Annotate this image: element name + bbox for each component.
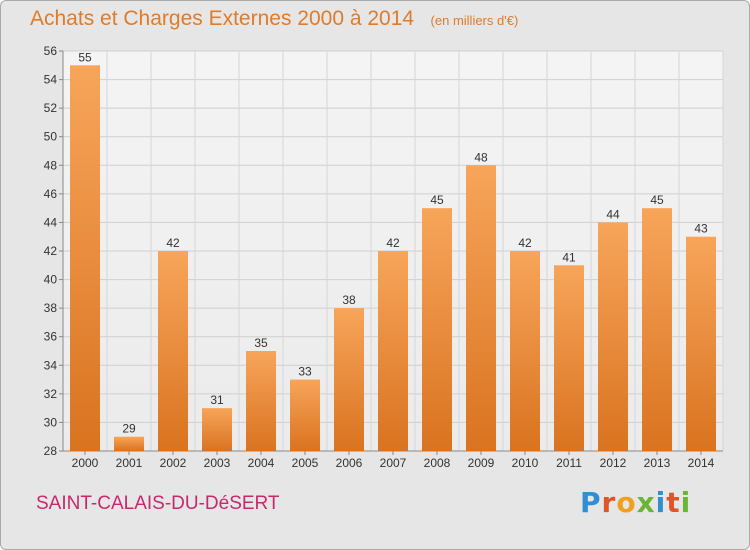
x-tick-label: 2005: [292, 456, 319, 470]
y-tick-label: 56: [44, 44, 58, 58]
data-label: 35: [254, 336, 268, 350]
chart-title: Achats et Charges Externes 2000 à 2014: [30, 7, 415, 30]
y-tick-label: 30: [44, 415, 58, 429]
y-tick-label: 32: [44, 387, 58, 401]
data-label: 43: [694, 222, 708, 236]
x-tick-label: 2011: [556, 456, 582, 470]
y-tick-label: 42: [44, 244, 58, 258]
bar: [202, 408, 232, 451]
logo-letter: i: [680, 486, 692, 519]
bars: [70, 65, 716, 452]
data-label: 42: [166, 236, 180, 250]
y-tick-label: 28: [44, 444, 58, 458]
x-tick-label: 2013: [644, 456, 671, 470]
data-label: 42: [518, 236, 532, 250]
y-tick-label: 36: [44, 330, 58, 344]
data-label: 45: [650, 193, 664, 207]
y-tick-label: 54: [44, 73, 58, 87]
data-label: 31: [210, 393, 224, 407]
bar: [114, 436, 144, 451]
x-tick-label: 2000: [72, 456, 99, 470]
logo-letter: r: [601, 486, 617, 519]
data-label: 44: [606, 207, 620, 221]
bar: [70, 65, 100, 452]
bar: [290, 379, 320, 451]
x-tick-label: 2002: [160, 456, 187, 470]
bar: [422, 208, 452, 451]
y-tick-label: 48: [44, 158, 58, 172]
labels: 55 2000 29 2001 42 2002 31 2003 35 2004 33 2005 38 20…: [72, 50, 715, 470]
bar: [466, 165, 496, 452]
data-label: 33: [298, 365, 312, 379]
logo-letter: x: [636, 486, 656, 519]
data-label: 29: [122, 422, 136, 436]
logo-letter: o: [616, 486, 637, 519]
x-tick-label: 2001: [116, 456, 143, 470]
y-tick-label: 52: [44, 101, 58, 115]
title-row: Achats et Charges Externes 2000 à 2014 (…: [30, 7, 518, 31]
bar: [158, 251, 188, 451]
x-tick-label: 2008: [424, 456, 451, 470]
x-tick-label: 2009: [468, 456, 495, 470]
bar: [554, 265, 584, 451]
data-label: 48: [474, 150, 488, 164]
y-tick-label: 34: [44, 358, 58, 372]
commune-name: SAINT-CALAIS-DU-DéSERT: [36, 493, 280, 514]
bar: [598, 222, 628, 451]
y-tick-label: 46: [44, 187, 58, 201]
bar: [642, 208, 672, 451]
x-tick-label: 2010: [512, 456, 539, 470]
y-tick-label: 44: [44, 215, 58, 229]
bar: [246, 351, 276, 451]
x-tick-label: 2003: [204, 456, 231, 470]
data-label: 55: [78, 50, 92, 64]
x-tick-label: 2006: [336, 456, 363, 470]
y-tick-label: 38: [44, 301, 58, 315]
logo-letter: t: [666, 486, 681, 519]
data-label: 38: [342, 293, 356, 307]
data-label: 42: [386, 236, 400, 250]
bar: [510, 251, 540, 451]
data-label: 41: [562, 250, 576, 264]
chart-unit: (en milliers d'€): [430, 13, 519, 28]
data-label: 45: [430, 193, 444, 207]
logo-letter: P: [580, 486, 602, 519]
bar: [334, 308, 364, 451]
x-tick-label: 2012: [600, 456, 627, 470]
bar: [378, 251, 408, 451]
logo-letter: i: [655, 486, 667, 519]
y-tick-label: 50: [44, 130, 58, 144]
x-tick-label: 2007: [380, 456, 407, 470]
proxiti-logo[interactable]: Proxiti: [580, 486, 691, 519]
y-tick-label: 40: [44, 273, 58, 287]
bar: [686, 236, 716, 451]
x-tick-label: 2014: [688, 456, 715, 470]
x-tick-label: 2004: [248, 456, 275, 470]
